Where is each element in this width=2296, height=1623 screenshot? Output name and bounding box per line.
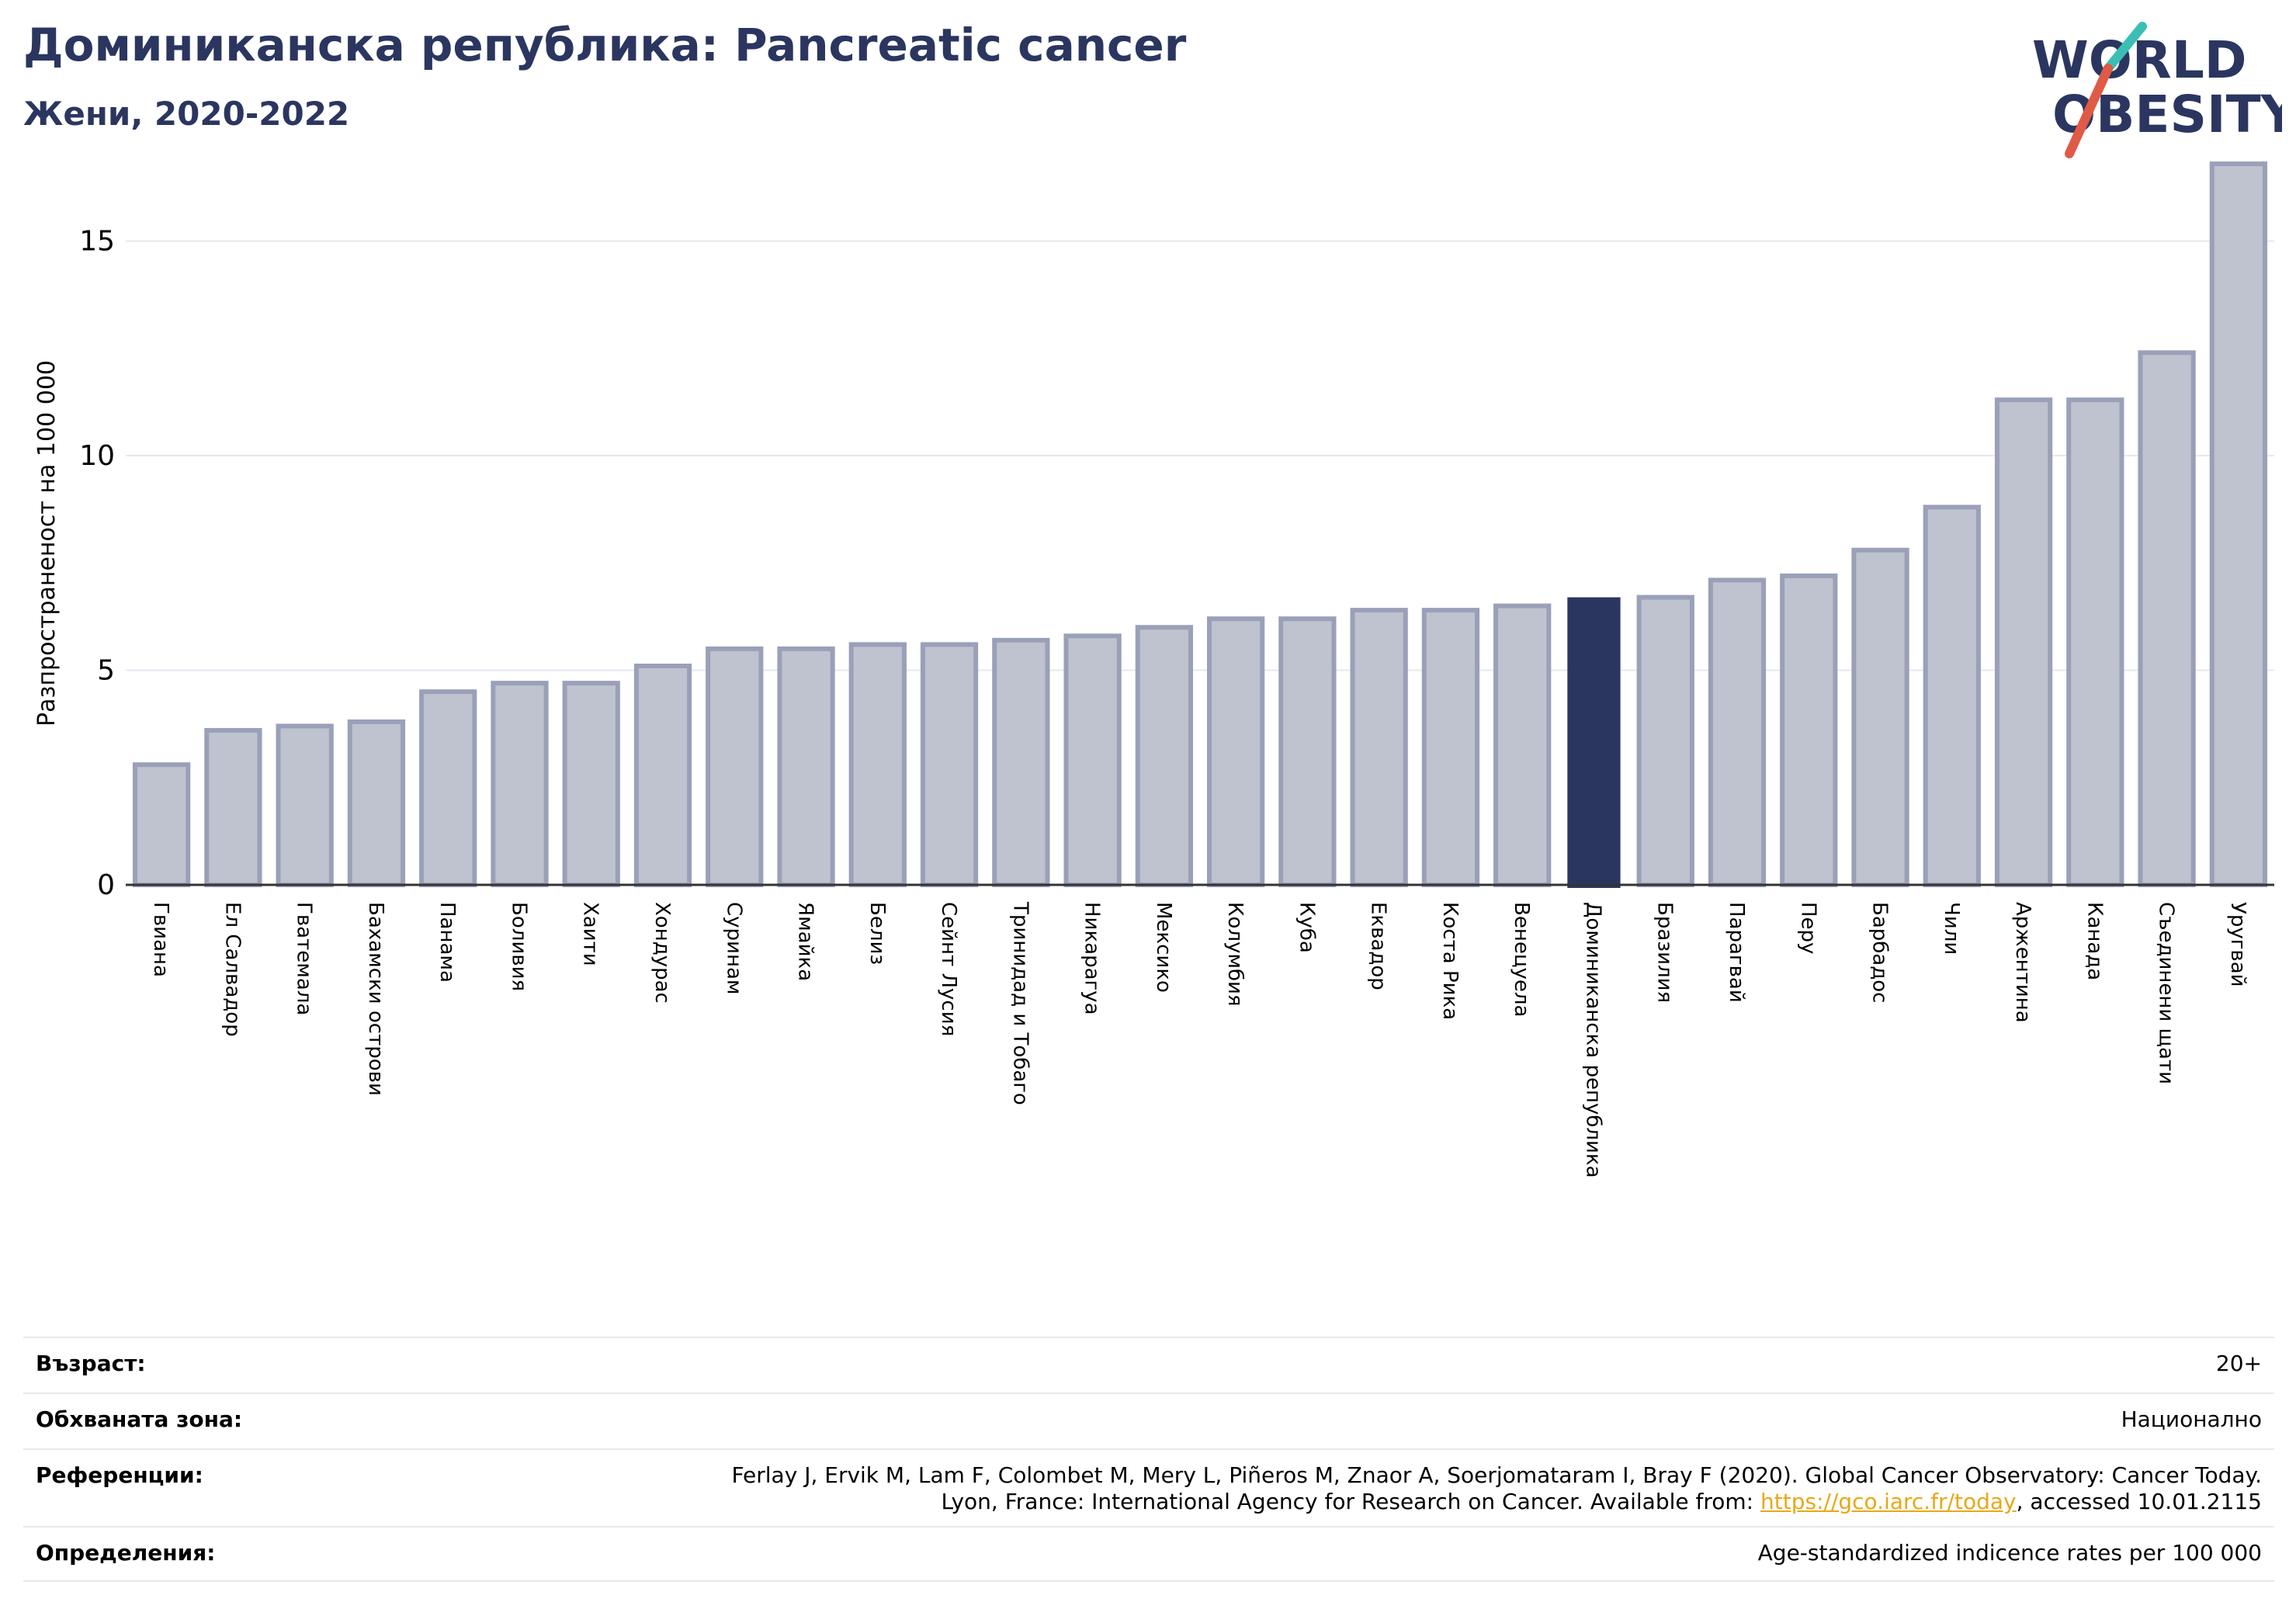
- bar: [1567, 597, 1621, 888]
- x-tick-label: Коста Рика: [1438, 902, 1462, 1020]
- y-tick-label: 15: [79, 226, 115, 258]
- x-tick-label: Ямайка: [794, 902, 817, 981]
- x-tick-label: Бразилия: [1653, 902, 1677, 1003]
- x-tick-label: Аржентина: [2011, 902, 2034, 1023]
- x-tick-label: Еквадор: [1367, 902, 1390, 990]
- x-tick-label: Канада: [2083, 902, 2106, 980]
- age-label: Възраст:: [36, 1351, 146, 1376]
- references-line2-suffix: , accessed 10.01.2115: [2016, 1489, 2262, 1514]
- x-tick-label: Перу: [1796, 902, 1819, 954]
- x-tick-label: Панама: [435, 902, 459, 983]
- y-tick-label: 5: [97, 655, 115, 687]
- bar: [1063, 633, 1122, 887]
- references-link[interactable]: https://gco.iarc.fr/today: [1760, 1489, 2017, 1514]
- area-value: Национално: [2121, 1406, 2262, 1432]
- x-tick-label: Доминиканска република: [1581, 902, 1604, 1178]
- x-tick-label: Никарагуа: [1080, 902, 1104, 1015]
- bar: [633, 664, 692, 887]
- info-row-age: Възраст: 20+: [23, 1337, 2274, 1392]
- logo-slash-red: [2065, 64, 2113, 158]
- x-tick-label: Ел Салвадор: [220, 902, 244, 1037]
- x-tick-label: Гватемала: [293, 902, 316, 1015]
- logo-slash-teal: [2104, 22, 2147, 73]
- x-tick-label: Бахамски острови: [364, 902, 387, 1096]
- bar: [1923, 505, 1981, 887]
- info-row-references: Референции: Ferlay J, Ervik M, Lam F, Co…: [23, 1448, 2274, 1526]
- x-tick-label: Колумбия: [1223, 902, 1247, 1007]
- bar: [276, 723, 334, 887]
- x-tick-label: Чили: [1940, 902, 1963, 955]
- y-tick-label: 10: [79, 440, 115, 472]
- bar: [491, 681, 549, 888]
- definitions-label: Определения:: [36, 1540, 216, 1566]
- bar: [419, 689, 477, 887]
- references-value: Ferlay J, Ervik M, Lam F, Colombet M, Me…: [731, 1462, 2262, 1515]
- bar: [1780, 573, 1838, 887]
- definitions-value: Age-standardized indicence rates per 100…: [1757, 1540, 2262, 1566]
- x-tick-label: Сейнт Лусия: [937, 902, 960, 1036]
- x-tick-label: Съединени щати: [2155, 902, 2178, 1084]
- world-obesity-logo: WORLD OBESITY: [2032, 22, 2282, 158]
- y-tick-label: 0: [97, 869, 115, 901]
- x-tick-label: Парагвай: [1725, 902, 1748, 1003]
- x-tick-label: Боливия: [507, 902, 530, 991]
- bar: [1994, 397, 2053, 887]
- age-value: 20+: [2215, 1351, 2262, 1376]
- references-label: Референции:: [36, 1462, 203, 1488]
- bar-chart: 0 5 10 15 Разпространеност на 100 000 Гвиана Е…: [33, 161, 2274, 1178]
- bar: [2066, 397, 2124, 887]
- info-row-definitions: Определения: Age-standardized indicence …: [23, 1526, 2274, 1582]
- references-line1: Ferlay J, Ervik M, Lam F, Colombet M, Me…: [731, 1462, 2262, 1488]
- bar: [132, 762, 191, 887]
- bar: [706, 646, 764, 887]
- bar: [2138, 350, 2196, 887]
- bar: [347, 719, 406, 887]
- bar: [1135, 625, 1194, 887]
- x-tick-label: Тринидад и Тобаго: [1008, 901, 1032, 1105]
- bar: [848, 642, 907, 888]
- logo-line1: WORLD: [2032, 30, 2247, 90]
- bar: [1421, 608, 1480, 888]
- page-subtitle: Жени, 2020-2022: [23, 95, 350, 133]
- bar: [1636, 595, 1694, 887]
- area-label: Обхваната зона:: [36, 1406, 243, 1432]
- bar: [1851, 547, 1909, 887]
- bar: [1206, 616, 1265, 887]
- x-tick-label: Гвиана: [149, 902, 172, 977]
- bar: [2209, 161, 2268, 887]
- bar: [1278, 616, 1337, 887]
- x-tick-label: Хондурас: [650, 902, 674, 1004]
- bar: [920, 642, 979, 888]
- bar: [1708, 577, 1767, 887]
- x-tick-label: Венецуела: [1510, 902, 1533, 1017]
- x-tick-label: Мексико: [1152, 902, 1175, 993]
- page-title: Доминиканска република: Pancreatic cance…: [23, 19, 1187, 71]
- info-row-area: Обхваната зона: Национално: [23, 1392, 2274, 1448]
- bar: [777, 646, 835, 887]
- bar: [562, 681, 620, 888]
- x-tick-label: Суринам: [722, 902, 745, 995]
- x-tick-label: Уругвай: [2226, 902, 2249, 987]
- bar: [992, 637, 1050, 888]
- bar: [1493, 603, 1552, 888]
- info-table: Възраст: 20+ Обхваната зона: Национално …: [23, 1337, 2274, 1582]
- bar: [1350, 608, 1408, 888]
- x-tick-label: Барбадос: [1868, 902, 1892, 1003]
- references-line2-prefix: Lyon, France: International Agency for R…: [941, 1489, 1760, 1514]
- x-tick-label: Белиз: [865, 902, 889, 965]
- bar: [204, 727, 262, 887]
- x-tick-label: Хаити: [579, 902, 602, 966]
- y-axis-label: Разпространеност на 100 000: [33, 360, 61, 727]
- x-tick-label: Куба: [1295, 902, 1318, 953]
